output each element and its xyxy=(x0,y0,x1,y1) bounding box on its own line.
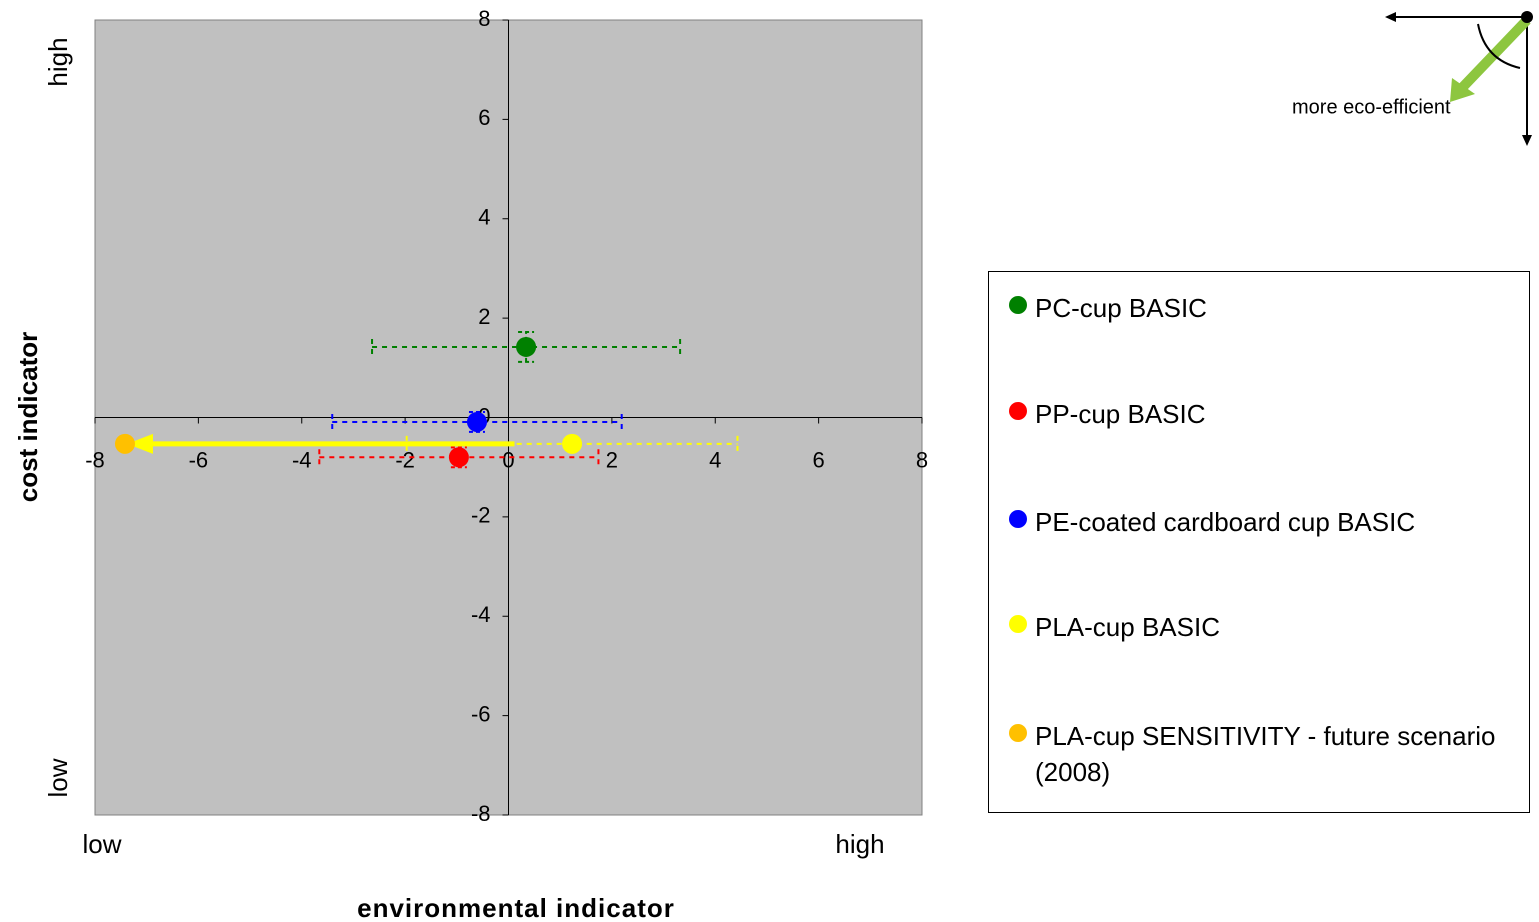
legend-marker xyxy=(1009,296,1027,314)
x-tick-label: 6 xyxy=(813,447,825,472)
x-tick-label: -8 xyxy=(85,447,105,472)
legend-marker xyxy=(1009,510,1027,528)
y-tick-label: -6 xyxy=(471,701,491,726)
x-tick-label: 2 xyxy=(606,447,618,472)
y-tick-label: -2 xyxy=(471,503,491,528)
legend-label: PC-cup BASIC xyxy=(1035,293,1207,323)
x-error-bar xyxy=(318,449,600,466)
legend-label: PP-cup BASIC xyxy=(1035,399,1206,429)
y-tick-label: -8 xyxy=(471,801,491,826)
legend-item: PE-coated cardboard cup BASIC xyxy=(1009,504,1509,540)
point xyxy=(516,336,537,357)
x-tick-label: 4 xyxy=(709,447,721,472)
legend-marker xyxy=(1009,615,1027,633)
y-tick-label: 2 xyxy=(478,304,490,329)
point xyxy=(114,433,135,454)
x-low: low xyxy=(82,829,121,859)
y-low: low xyxy=(43,758,73,797)
y-high: high xyxy=(43,37,73,86)
point xyxy=(448,447,469,468)
x-tick-label: -4 xyxy=(292,447,312,472)
x-error-bar xyxy=(405,435,739,452)
x-tick-label: -6 xyxy=(189,447,209,472)
y-axis-title: cost indicator xyxy=(13,332,43,502)
annotation: more eco-efficient xyxy=(1292,96,1451,118)
legend-label: PE-coated cardboard cup BASIC xyxy=(1035,507,1416,537)
legend-label: PLA-cup SENSITIVITY - future scenario (2… xyxy=(1035,721,1496,787)
y-tick-label: -4 xyxy=(471,602,491,627)
y-tick-label: 4 xyxy=(478,205,490,230)
y-tick-label: 8 xyxy=(478,6,490,31)
legend-item: PP-cup BASIC xyxy=(1009,396,1509,432)
point xyxy=(466,411,487,432)
legend: PC-cup BASIC PP-cup BASIC PE-coated cardbo… xyxy=(988,271,1530,813)
eco-diagram: more eco-efficient xyxy=(1292,11,1533,146)
x-high: high xyxy=(835,829,884,859)
y-tick-label: 6 xyxy=(478,105,490,130)
legend-item: PLA-cup BASIC xyxy=(1009,609,1509,645)
x-tick-label: 0 xyxy=(502,447,514,472)
legend-item: PC-cup BASIC xyxy=(1009,290,1509,326)
legend-marker xyxy=(1009,402,1027,420)
legend-label: PLA-cup BASIC xyxy=(1035,612,1220,642)
arrow-head xyxy=(126,433,153,454)
x-axis-title: environmental indicator xyxy=(357,893,675,922)
x-tick-label: -2 xyxy=(395,447,415,472)
legend-item: PLA-cup SENSITIVITY - future scenario (2… xyxy=(1009,718,1509,790)
x-tick-label: 8 xyxy=(916,447,928,472)
point xyxy=(562,433,583,454)
legend-marker xyxy=(1009,724,1027,742)
